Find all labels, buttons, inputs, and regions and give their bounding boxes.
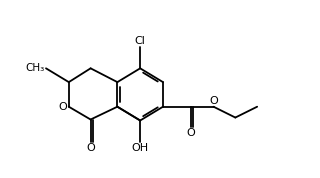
Text: O: O <box>86 143 95 153</box>
Text: OH: OH <box>132 143 149 153</box>
Text: CH₃: CH₃ <box>26 63 45 73</box>
Text: O: O <box>58 102 67 112</box>
Text: Cl: Cl <box>135 36 146 46</box>
Text: O: O <box>209 96 218 106</box>
Text: O: O <box>186 128 195 138</box>
